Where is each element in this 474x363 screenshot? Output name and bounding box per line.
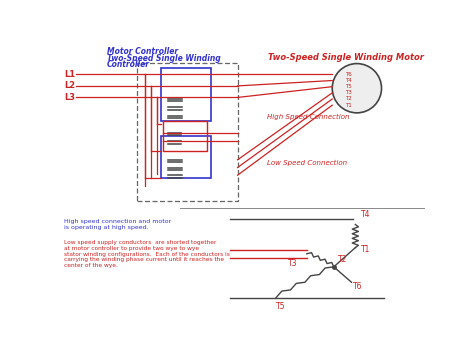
Bar — [137, 63, 237, 201]
Bar — [163, 121, 207, 151]
Text: T3: T3 — [346, 90, 352, 95]
Text: T4: T4 — [346, 78, 352, 83]
Text: Two-Speed Single Winding Motor: Two-Speed Single Winding Motor — [268, 53, 424, 62]
Text: T5: T5 — [276, 302, 285, 310]
Bar — [161, 68, 210, 121]
Text: Controller: Controller — [107, 60, 150, 69]
Text: T2: T2 — [337, 255, 347, 264]
Text: L1: L1 — [64, 70, 75, 79]
Text: High speed connection and motor: High speed connection and motor — [64, 219, 172, 224]
Text: T4: T4 — [361, 210, 370, 219]
Text: T6: T6 — [346, 72, 352, 77]
Text: Low speed supply conductors  are shorted together
at motor controller to provide: Low speed supply conductors are shorted … — [64, 240, 230, 268]
Bar — [161, 136, 210, 178]
Circle shape — [332, 64, 382, 113]
Text: L2: L2 — [64, 81, 75, 90]
Text: is operating at high speed.: is operating at high speed. — [64, 225, 149, 230]
Text: Two-Speed Single Winding: Two-Speed Single Winding — [107, 54, 220, 62]
Text: T1: T1 — [361, 245, 370, 254]
Text: L3: L3 — [64, 93, 75, 102]
Text: Motor Controller: Motor Controller — [107, 48, 178, 56]
Text: High Speed Connection: High Speed Connection — [267, 114, 349, 120]
Text: T3: T3 — [288, 258, 297, 268]
Text: T1: T1 — [346, 103, 352, 108]
Text: T6: T6 — [353, 282, 363, 291]
Text: Low Speed Connection: Low Speed Connection — [267, 160, 347, 166]
Text: T2: T2 — [346, 97, 352, 102]
Text: T5: T5 — [346, 84, 352, 89]
